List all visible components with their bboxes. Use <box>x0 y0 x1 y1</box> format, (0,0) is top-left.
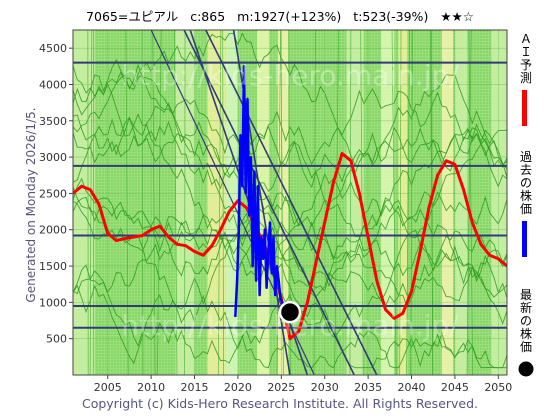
legend-swatch-past <box>522 221 527 257</box>
x-tick-label-2045: 2045 <box>441 381 469 394</box>
legend-label-latest-char: 価 <box>520 340 532 354</box>
y-tick-label-1000: 1000 <box>39 296 67 309</box>
rating-stars: ★★☆ <box>440 9 474 24</box>
background-band-5 <box>277 30 289 375</box>
legend-label-past-char: 株 <box>520 188 532 203</box>
generated-date: Generated on Monday 2026/1/5. <box>24 107 38 303</box>
x-tick-label-2040: 2040 <box>398 381 426 394</box>
background-vertical-line-25 <box>222 30 224 375</box>
background-vertical-line-21 <box>431 30 433 375</box>
background-vertical-line-17 <box>334 30 339 375</box>
x-tick-label-2035: 2035 <box>354 381 382 394</box>
x-tick-label-2010: 2010 <box>137 381 165 394</box>
background-vertical-line-23 <box>217 30 222 375</box>
background-noise-line-4 <box>73 98 507 252</box>
background-band-9 <box>441 30 454 375</box>
trend-line-2 <box>205 30 378 375</box>
plot-frame <box>72 29 508 376</box>
x-tick-label-2020: 2020 <box>224 381 252 394</box>
plot-area <box>73 30 507 375</box>
background-vertical-line-5 <box>89 30 93 375</box>
chart-title: 7065=ユピアル c:865 m:1927(+123%) t:523(-39%… <box>0 6 560 25</box>
y-tick-label-2000: 2000 <box>39 224 67 237</box>
latest-price-marker <box>278 300 302 324</box>
legend-label-ai-char: Ｉ <box>520 45 532 59</box>
background-noise-line-8 <box>73 87 507 190</box>
x-tick-label-2030: 2030 <box>311 381 339 394</box>
background-vertical-line-14 <box>174 30 178 375</box>
background-band-10 <box>454 30 468 375</box>
x-axis: 2005 2010 2015 2020 2025 2030 2035 2040 2045 2050 <box>94 375 512 394</box>
x-tick-label-2005: 2005 <box>94 381 122 394</box>
legend-swatch-latest <box>518 361 534 377</box>
background-band-7 <box>381 30 395 375</box>
max-info: m:1927(+123%) <box>237 9 342 24</box>
x-tick-label-2015: 2015 <box>181 381 209 394</box>
legend-label-ai-char: Ａ <box>520 32 532 46</box>
x-tick-label-2050: 2050 <box>484 381 512 394</box>
background-vertical-line-10 <box>313 30 316 375</box>
legend-label-latest-char: 株 <box>520 326 532 341</box>
background-vertical-line-22 <box>466 30 472 375</box>
target-info: t:523(-39%) <box>353 9 429 24</box>
y-tick-label-3000: 3000 <box>39 151 67 164</box>
legend-swatch-ai <box>522 90 527 126</box>
y-tick-label-2500: 2500 <box>39 187 67 200</box>
legend-label-latest-char: の <box>520 314 532 328</box>
background-noise-line-2 <box>73 65 507 192</box>
background-band-11 <box>491 30 507 375</box>
background-vertical-line-15 <box>141 30 144 375</box>
background-noise-line-13 <box>73 114 507 262</box>
background-band-2 <box>207 30 226 375</box>
watermark-text: http://kids-hero.main.jp/ <box>121 59 459 92</box>
background-vertical-line-6 <box>399 30 402 375</box>
background-vertical-line-12 <box>276 30 281 375</box>
background-vertical-line-9 <box>125 30 129 375</box>
stock-code: 7065=ユピアル <box>86 9 179 24</box>
background-band-8 <box>398 30 408 375</box>
y-tick-label-3500: 3500 <box>39 115 67 128</box>
background-vertical-line-20 <box>157 30 162 375</box>
legend-label-past-char: の <box>520 176 532 190</box>
current-price: c:865 <box>190 9 226 24</box>
legend-label-past-char: 価 <box>520 202 532 216</box>
y-tick-label-4000: 4000 <box>39 78 67 91</box>
legend-label-latest-char: 最 <box>520 288 532 302</box>
series-lines <box>73 65 507 341</box>
copyright-footer: Copyright (c) Kids-Hero Research Institu… <box>81 396 479 411</box>
y-tick-label-500: 500 <box>46 333 67 346</box>
y-tick-label-4500: 4500 <box>39 42 67 55</box>
legend-label-ai-char: 測 <box>520 71 532 85</box>
x-tick-label-2025: 2025 <box>267 381 295 394</box>
watermark-text-lower: http://kids-hero.main.jp/ <box>121 309 459 342</box>
grid-lines <box>73 30 507 375</box>
legend-label-latest-char: 新 <box>520 300 532 315</box>
trend-line-1 <box>183 30 355 375</box>
y-tick-label-1500: 1500 <box>39 260 67 273</box>
background-vertical-line-1 <box>406 30 410 375</box>
background-vertical-line-2 <box>152 30 156 375</box>
legend-label-past-char: 去 <box>520 163 532 177</box>
background-noise-line-9 <box>73 32 507 167</box>
past-price-line <box>234 65 290 317</box>
background-vertical-line-7 <box>349 30 352 375</box>
legend-label-ai-char: 予 <box>520 58 532 72</box>
y-axis: 500 1000 1500 2000 2500 3000 3500 4000 4500 <box>39 42 73 346</box>
background-vertical-line-13 <box>468 30 474 375</box>
legend-label-past-char: 過 <box>520 150 532 164</box>
background-band-3 <box>225 30 238 375</box>
latest-point-group <box>278 300 302 324</box>
ai-prediction-line <box>73 152 507 341</box>
